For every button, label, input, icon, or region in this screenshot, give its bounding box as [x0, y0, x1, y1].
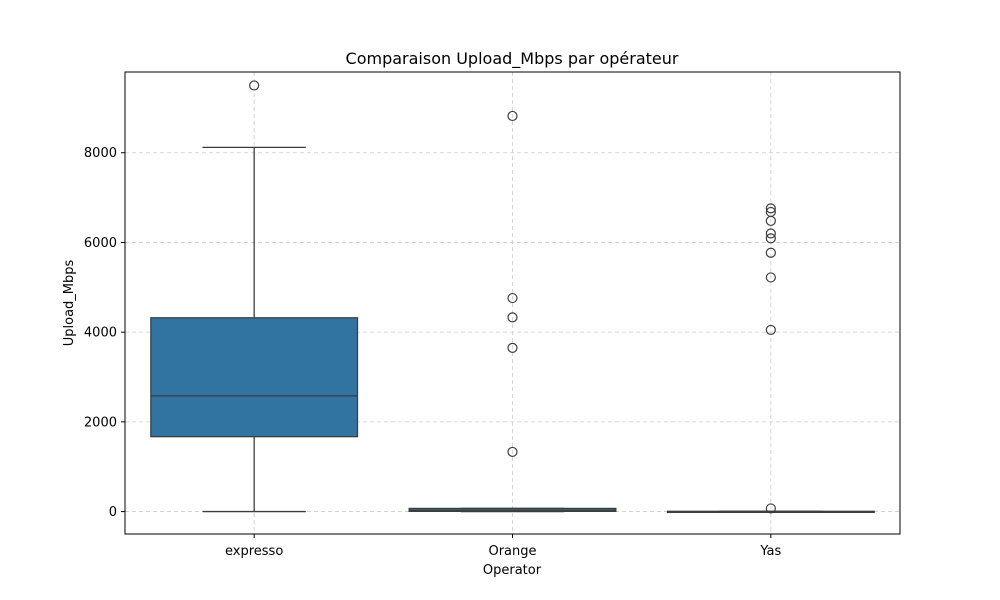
outlier-point [507, 342, 518, 353]
outlier-point [507, 446, 518, 458]
box-expresso [150, 80, 359, 513]
tick-layer: 0 2000 4000 6000 8000 expresso Orange Yas [84, 146, 782, 559]
outlier-point [765, 272, 776, 283]
y-axis-label: Upload_Mbps [62, 260, 77, 347]
outlier-point [765, 503, 776, 514]
y-tick-label: 2000 [84, 415, 117, 430]
outlier-point [507, 110, 518, 122]
x-axis-label: Operator [483, 563, 542, 578]
box-orange [408, 110, 617, 513]
y-tick-label: 4000 [84, 326, 117, 341]
outlier-point [765, 206, 776, 218]
y-tick-label: 6000 [84, 236, 117, 251]
box-layer [150, 80, 875, 514]
outlier-point [765, 247, 776, 258]
outlier-point [507, 292, 518, 304]
outlier-point [765, 233, 776, 244]
chart-title: Comparaison Upload_Mbps par opérateur [346, 49, 679, 69]
x-tick-label: Yas [759, 544, 781, 559]
x-tick-label: expresso [225, 544, 283, 559]
y-tick-label: 8000 [84, 146, 117, 161]
outlier-point [765, 324, 776, 336]
x-tick-label: Orange [488, 544, 536, 559]
outlier-point [765, 203, 776, 214]
outlier-point [765, 228, 776, 239]
y-tick-label: 0 [109, 505, 117, 520]
iqr-box [150, 317, 359, 438]
box-yas [666, 203, 875, 514]
outlier-point [249, 80, 260, 91]
outlier-point [507, 312, 518, 323]
